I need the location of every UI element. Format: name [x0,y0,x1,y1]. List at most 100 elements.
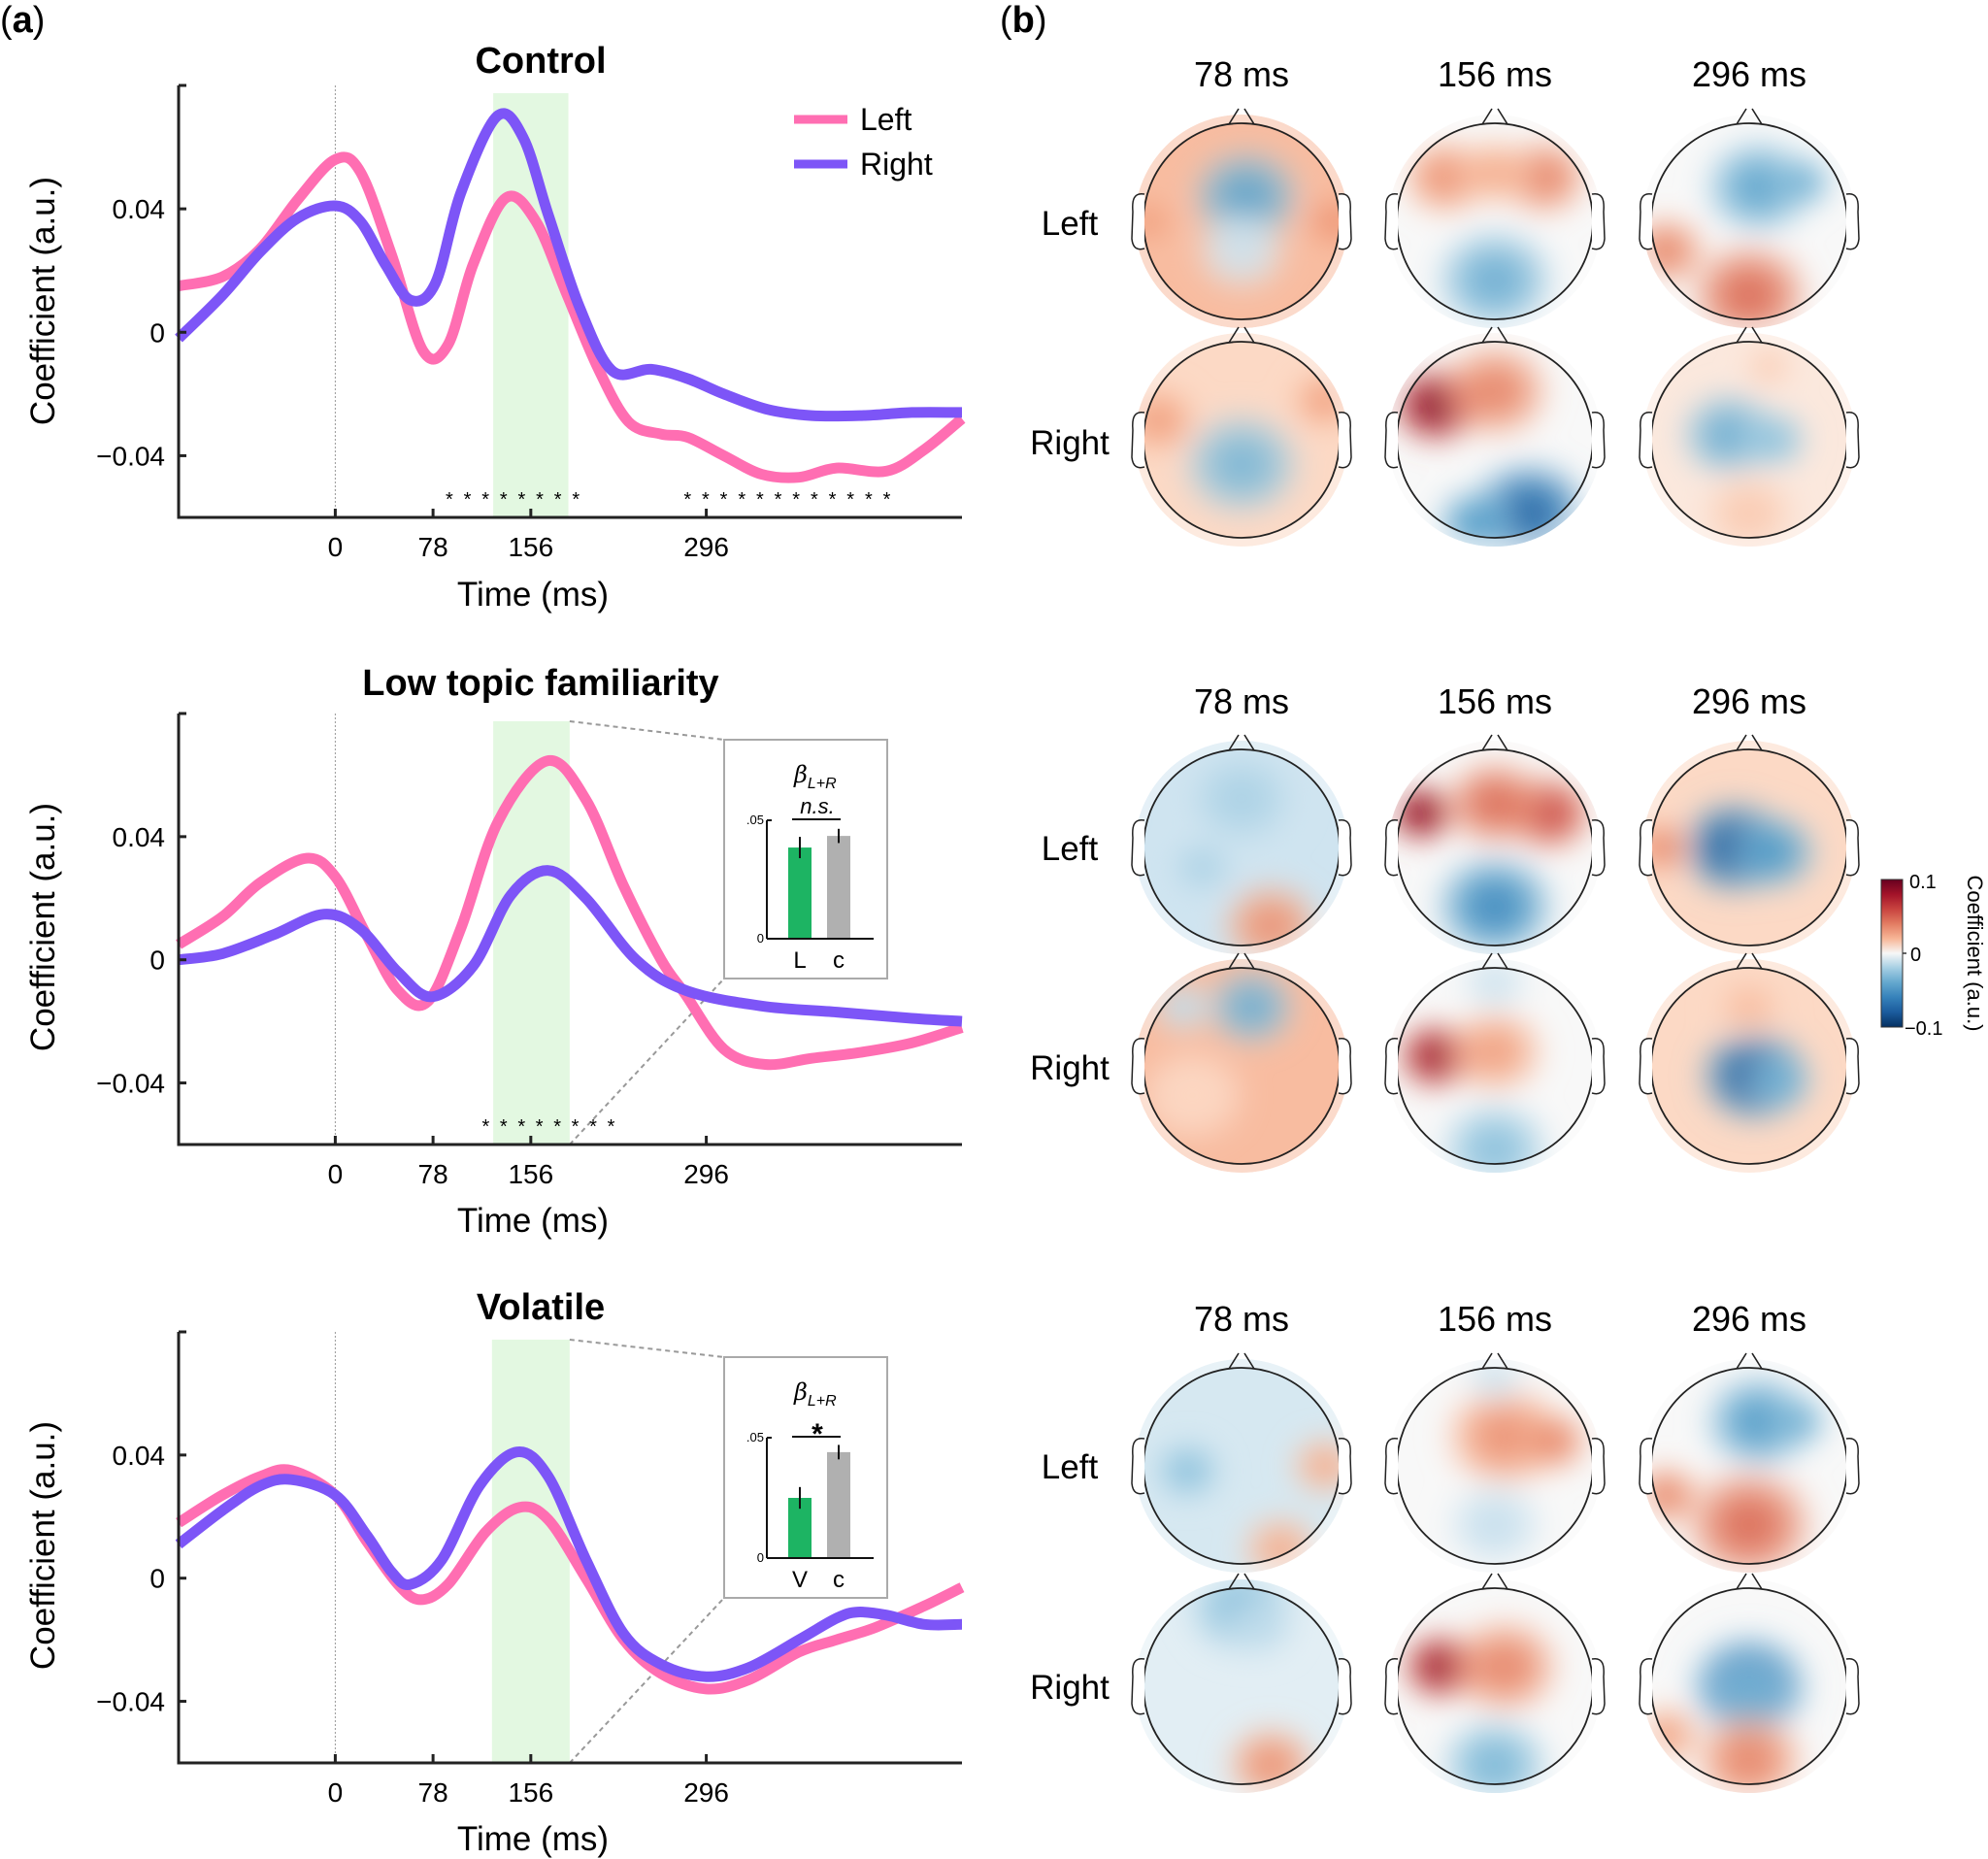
significance-asterisk: * [553,1116,561,1138]
left-ear-icon [1131,192,1145,250]
x-tick-label: 296 [683,1159,729,1189]
colorbar-gradient [1880,879,1904,1028]
topomap-right-156ms [1384,326,1606,547]
line-chart-low-topic-familiarity: Low topic familiarity * * * * * * * * −0.04 0 0.04… [24,663,964,1240]
significance-asterisk: * [702,489,710,511]
topomap-blob [1642,1460,1706,1530]
y-axis-label: Coefficient (a.u.) [24,803,62,1051]
topomap-blob [1461,1359,1529,1408]
left-ear-icon [1384,818,1399,877]
row-label-right: Right [1030,1669,1110,1707]
topomap-blob [1709,973,1789,1042]
right-ear-icon [1338,411,1352,469]
nose-icon [1228,1573,1255,1590]
topomap-grid-low-topic-familiarity: 78 ms 156 ms 296 ms Left Right [1030,681,1860,1173]
column-title-156ms: 156 ms [1438,54,1552,94]
legend-label-right: Right [860,147,933,182]
topomap-right-78ms [1131,326,1352,547]
nose-icon [1228,952,1255,970]
inset-significance-star: * [812,1418,823,1450]
left-ear-icon [1384,1037,1399,1095]
nose-icon [1228,734,1255,751]
topomap-blob [1433,1710,1557,1793]
series-line-left [176,754,964,1071]
right-ear-icon [1338,192,1352,250]
topomap-blob [1148,978,1217,1037]
significance-asterisk: * [865,489,873,511]
right-ear-icon [1591,1037,1606,1095]
topomap-blob [1438,1002,1552,1101]
column-title-296ms: 296 ms [1692,54,1806,94]
x-tick-label: 156 [508,1777,553,1808]
left-ear-icon [1384,1657,1399,1715]
topomap-blob [1692,464,1806,547]
topomap-blob [1709,1656,1789,1726]
chart-title: Volatile [477,1287,605,1328]
left-ear-icon [1131,1037,1145,1095]
significance-asterisk: * [572,1116,580,1138]
inset-connector-top [569,720,725,741]
chart-title: Low topic familiarity [362,663,718,704]
x-axis-label: Time (ms) [457,1202,609,1240]
topomap-blob [1442,1612,1567,1721]
significance-asterisk: * [518,489,526,511]
row-label-right: Right [1030,1049,1110,1087]
inset-title: βL+R [793,761,837,792]
significance-asterisk: * [572,489,580,511]
topomap-blob [1147,1436,1228,1506]
column-title-156ms: 156 ms [1438,1299,1552,1339]
right-ear-icon [1338,1657,1352,1715]
right-ear-icon [1591,1437,1606,1495]
x-tick-label: 156 [508,1159,553,1189]
series-line-right [175,108,963,422]
left-ear-icon [1384,411,1399,469]
inset-category-label: c [833,947,845,974]
topomap-blob [1162,832,1242,902]
topomap-field [1388,959,1602,1173]
topomap-right-78ms [1131,952,1352,1173]
topomap-blob [1642,817,1695,878]
topomap-field [1642,959,1856,1173]
nose-icon [1736,326,1763,344]
x-axis-label: Time (ms) [457,1820,609,1858]
topomap-left-78ms [1131,108,1352,328]
right-ear-icon [1591,1657,1606,1715]
topomap-left-156ms [1384,108,1606,328]
significance-asterisk: * [536,1116,544,1138]
topomap-blob [1285,1431,1348,1501]
column-title-156ms: 156 ms [1438,681,1552,721]
highlight-window [491,1340,570,1763]
topomap-field [1388,741,1602,954]
topomap-blob [1136,1046,1249,1145]
y-tick-label: −0.04 [96,1687,165,1717]
x-tick-label: 0 [328,1777,344,1808]
significance-asterisk: * [500,489,508,511]
topomap-blob [1769,152,1838,212]
significance-asterisk: * [846,489,854,511]
inset-title: βL+R [793,1378,837,1410]
nose-icon [1481,734,1508,751]
left-ear-icon [1639,818,1653,877]
right-ear-icon [1845,1437,1860,1495]
colorbar-tick-zero: 0 [1910,945,1921,966]
column-title-78ms: 78 ms [1194,681,1289,721]
topomap-blob [1449,133,1541,212]
topomap-blob [1235,1510,1326,1573]
significance-asterisk: * [500,1116,508,1138]
nose-icon [1228,1352,1255,1370]
topomap-blobs [1437,1359,1594,1573]
left-ear-icon [1131,1657,1145,1715]
topomap-blob [1200,962,1303,1051]
topomap-blob [1734,405,1813,475]
significance-asterisk: * [536,489,544,511]
topomap-left-156ms [1384,1352,1606,1573]
inset-bar-chart: βL+R * V c .05 0 [723,1356,888,1599]
right-ear-icon [1591,192,1606,250]
topomap-blob [1174,405,1309,523]
y-tick-label: −0.04 [96,1069,165,1099]
topomap-blob [1295,186,1348,256]
significance-asterisk: * [464,489,472,511]
column-title-296ms: 296 ms [1692,681,1806,721]
inset-connector-top [569,1339,725,1358]
